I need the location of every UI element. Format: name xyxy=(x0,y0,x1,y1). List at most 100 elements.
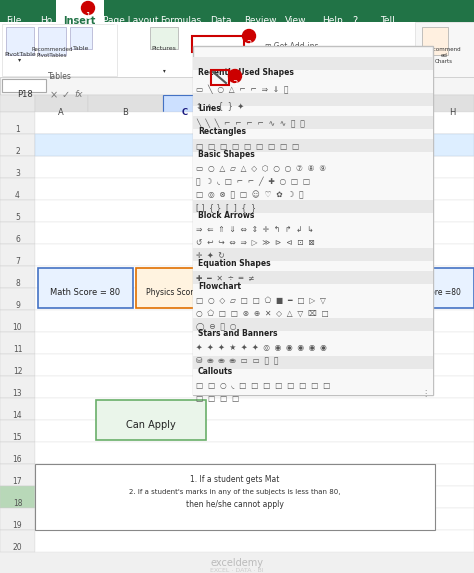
Text: Insert: Insert xyxy=(63,16,95,26)
Bar xyxy=(0,398,35,420)
Bar xyxy=(193,178,433,191)
Text: ⛁  ⛂  ⛂  ⛂  ▭  ▭  ⌢  ⌢: ⛁ ⛂ ⛂ ⛂ ▭ ▭ ⌢ ⌢ xyxy=(196,356,279,365)
Text: EXCEL · DATA · BI: EXCEL · DATA · BI xyxy=(210,568,264,573)
Text: Review: Review xyxy=(244,16,276,25)
Text: fx: fx xyxy=(74,90,82,99)
Text: ○  ⬠  □  □  ⊗  ⊕  ✕  ◇  △  ▽  ⌧  □: ○ ⬠ □ □ ⊗ ⊕ ✕ ◇ △ ▽ ⌧ □ xyxy=(196,309,329,318)
Text: Flowchart: Flowchart xyxy=(198,282,241,291)
Text: Stars and Banners: Stars and Banners xyxy=(198,329,277,338)
Bar xyxy=(2,79,46,92)
Bar xyxy=(193,200,433,213)
Bar xyxy=(193,116,433,129)
Bar xyxy=(193,86,433,102)
Text: 19: 19 xyxy=(13,521,22,530)
Text: Ho: Ho xyxy=(40,16,52,25)
Bar xyxy=(193,310,433,323)
Text: ◯  ⊖  ⏸  ○: ◯ ⊖ ⏸ ○ xyxy=(196,322,237,331)
Bar xyxy=(193,271,433,284)
Bar xyxy=(35,112,474,134)
Bar xyxy=(193,344,433,357)
Text: Physics Score: Physics Score xyxy=(146,288,198,297)
Bar xyxy=(0,354,35,376)
Text: ×: × xyxy=(50,90,58,100)
Bar xyxy=(35,244,474,266)
Text: 15: 15 xyxy=(13,433,22,442)
Text: File: File xyxy=(6,16,21,25)
Bar xyxy=(35,222,474,244)
Text: 1: 1 xyxy=(15,125,20,134)
Bar xyxy=(35,376,474,398)
Text: A: A xyxy=(58,108,64,117)
Text: 14: 14 xyxy=(13,411,22,420)
Text: ⋮: ⋮ xyxy=(421,389,429,398)
Text: [ ]  { }  [  ]  {  }: [ ] { } [ ] { } xyxy=(196,203,256,212)
Bar xyxy=(6,27,34,55)
Text: □  ○  ◇  ▱  □  □  ⬠  ■  ━  □  ▷  ▽: □ ○ ◇ ▱ □ □ ⬠ ■ ━ □ ▷ ▽ xyxy=(196,296,326,305)
Bar xyxy=(35,200,474,222)
Text: ▾: ▾ xyxy=(163,68,165,73)
Bar xyxy=(0,95,474,112)
Bar xyxy=(211,70,229,85)
Text: Basic Shapes: Basic Shapes xyxy=(198,150,255,159)
Bar xyxy=(70,27,92,49)
Bar xyxy=(35,354,474,376)
Bar xyxy=(193,46,433,395)
Text: 12: 12 xyxy=(13,367,22,376)
Text: 20: 20 xyxy=(13,543,22,552)
Text: 11: 11 xyxy=(13,345,22,354)
Bar xyxy=(35,266,474,288)
Bar xyxy=(193,213,433,226)
Text: Pictures: Pictures xyxy=(152,46,176,51)
Bar xyxy=(415,22,474,77)
Text: Formulas: Formulas xyxy=(160,16,201,25)
Text: core =80: core =80 xyxy=(426,288,460,297)
Bar xyxy=(0,288,35,310)
Text: exceldemy: exceldemy xyxy=(210,558,264,568)
Text: Data: Data xyxy=(210,16,231,25)
Text: 18: 18 xyxy=(13,499,22,508)
Text: ✛  ✦  ↻: ✛ ✦ ↻ xyxy=(196,251,225,260)
Bar xyxy=(193,248,433,261)
Text: Tell: Tell xyxy=(380,16,395,25)
Bar xyxy=(193,318,433,331)
Bar xyxy=(35,288,474,310)
Text: 3: 3 xyxy=(15,169,20,178)
Text: ↕  ∿  {  }  ✦: ↕ ∿ { } ✦ xyxy=(196,101,244,110)
Bar xyxy=(35,156,474,178)
Bar xyxy=(422,27,448,55)
Circle shape xyxy=(228,69,241,83)
Circle shape xyxy=(82,2,94,14)
Bar xyxy=(193,93,433,106)
Bar xyxy=(0,420,35,442)
Text: 16: 16 xyxy=(13,455,22,464)
Bar xyxy=(148,24,188,72)
Bar xyxy=(0,222,35,244)
Text: P18: P18 xyxy=(17,90,33,99)
Bar xyxy=(35,464,474,486)
Text: Recommend
ed
Charts: Recommend ed Charts xyxy=(427,47,461,64)
Bar xyxy=(35,178,474,200)
Bar xyxy=(193,239,433,252)
Text: ⑫  ☽  ◟  □  ⌐  ⌐  ╱  ✚  ○  □  □: ⑫ ☽ ◟ □ ⌐ ⌐ ╱ ✚ ○ □ □ xyxy=(196,177,310,186)
Bar xyxy=(0,310,35,332)
Text: ✓: ✓ xyxy=(62,90,70,100)
Bar xyxy=(0,134,35,156)
Bar xyxy=(192,36,244,52)
Bar xyxy=(56,0,104,22)
Bar xyxy=(35,332,474,354)
Text: ⊞ Get Add-ins: ⊞ Get Add-ins xyxy=(265,42,319,51)
Text: 6: 6 xyxy=(15,235,20,244)
Bar xyxy=(35,398,474,420)
Bar xyxy=(193,152,433,165)
Bar xyxy=(88,95,163,112)
Bar xyxy=(193,57,433,70)
Text: Equation Shapes: Equation Shapes xyxy=(198,259,271,268)
Bar xyxy=(193,129,433,143)
Text: 1: 1 xyxy=(85,12,91,21)
Circle shape xyxy=(243,29,255,42)
Text: H: H xyxy=(449,108,455,117)
Bar xyxy=(0,442,35,464)
Bar xyxy=(430,95,474,112)
Bar xyxy=(35,530,474,552)
Text: 4: 4 xyxy=(15,191,20,200)
